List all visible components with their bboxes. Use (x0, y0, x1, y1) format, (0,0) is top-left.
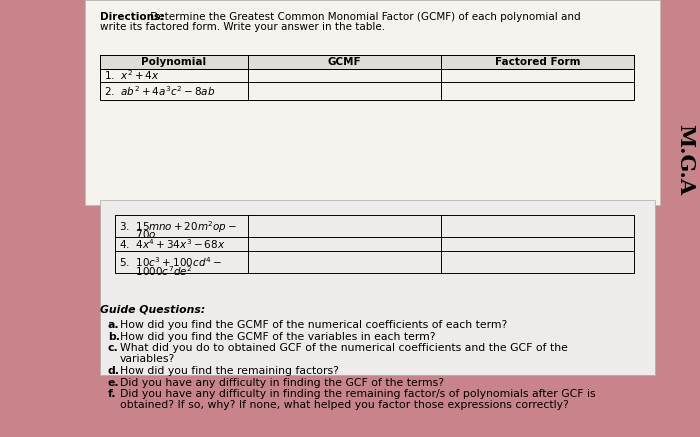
Text: 2.  $ab^2 + 4a^3c^2 - 8ab$: 2. $ab^2 + 4a^3c^2 - 8ab$ (104, 84, 215, 98)
Text: M.G.A: M.G.A (675, 125, 695, 196)
Text: How did you find the GCMF of the variables in each term?: How did you find the GCMF of the variabl… (120, 332, 435, 341)
Text: 5.  $10c^3 + 100cd^4 -$: 5. $10c^3 + 100cd^4 -$ (119, 255, 222, 269)
Text: d.: d. (108, 366, 120, 376)
Text: $1000c^7de^2$: $1000c^7de^2$ (119, 264, 192, 278)
Text: How did you find the GCMF of the numerical coefficients of each term?: How did you find the GCMF of the numeric… (120, 320, 507, 330)
Text: GCMF: GCMF (328, 57, 361, 67)
Text: obtained? If so, why? If none, what helped you factor those expressions correctl: obtained? If so, why? If none, what help… (120, 400, 568, 410)
Text: 4.  $4x^4 + 34x^3 - 68x$: 4. $4x^4 + 34x^3 - 68x$ (119, 237, 225, 251)
Bar (100, 200, 655, 375)
Text: Determine the Greatest Common Monomial Factor (GCMF) of each polynomial and: Determine the Greatest Common Monomial F… (147, 12, 580, 22)
Text: Did you have any difficulty in finding the remaining factor/s of polynomials aft: Did you have any difficulty in finding t… (120, 389, 596, 399)
Text: 3.  $15mno + 20m^2op -$: 3. $15mno + 20m^2op -$ (119, 219, 237, 235)
Text: write its factored form. Write your answer in the table.: write its factored form. Write your answ… (100, 22, 385, 32)
Text: variables?: variables? (120, 354, 175, 364)
Text: f.: f. (108, 389, 116, 399)
Text: 1.  $x^2 + 4x$: 1. $x^2 + 4x$ (104, 69, 160, 83)
Bar (100, 55, 634, 69)
Text: $70o$: $70o$ (119, 228, 157, 240)
Text: Directions:: Directions: (100, 12, 164, 22)
Text: What did you do to obtained GCF of the numerical coefficients and the GCF of the: What did you do to obtained GCF of the n… (120, 343, 568, 353)
Text: e.: e. (108, 378, 120, 388)
Bar (100, 55, 634, 100)
Text: Did you have any difficulty in finding the GCF of the terms?: Did you have any difficulty in finding t… (120, 378, 444, 388)
Text: Guide Questions:: Guide Questions: (100, 305, 205, 315)
Bar (85, 0, 660, 205)
Text: Factored Form: Factored Form (495, 57, 580, 67)
Text: a.: a. (108, 320, 120, 330)
Text: b.: b. (108, 332, 120, 341)
Text: c.: c. (108, 343, 119, 353)
Text: How did you find the remaining factors?: How did you find the remaining factors? (120, 366, 339, 376)
Text: Polynomial: Polynomial (141, 57, 206, 67)
Bar (115, 215, 634, 273)
